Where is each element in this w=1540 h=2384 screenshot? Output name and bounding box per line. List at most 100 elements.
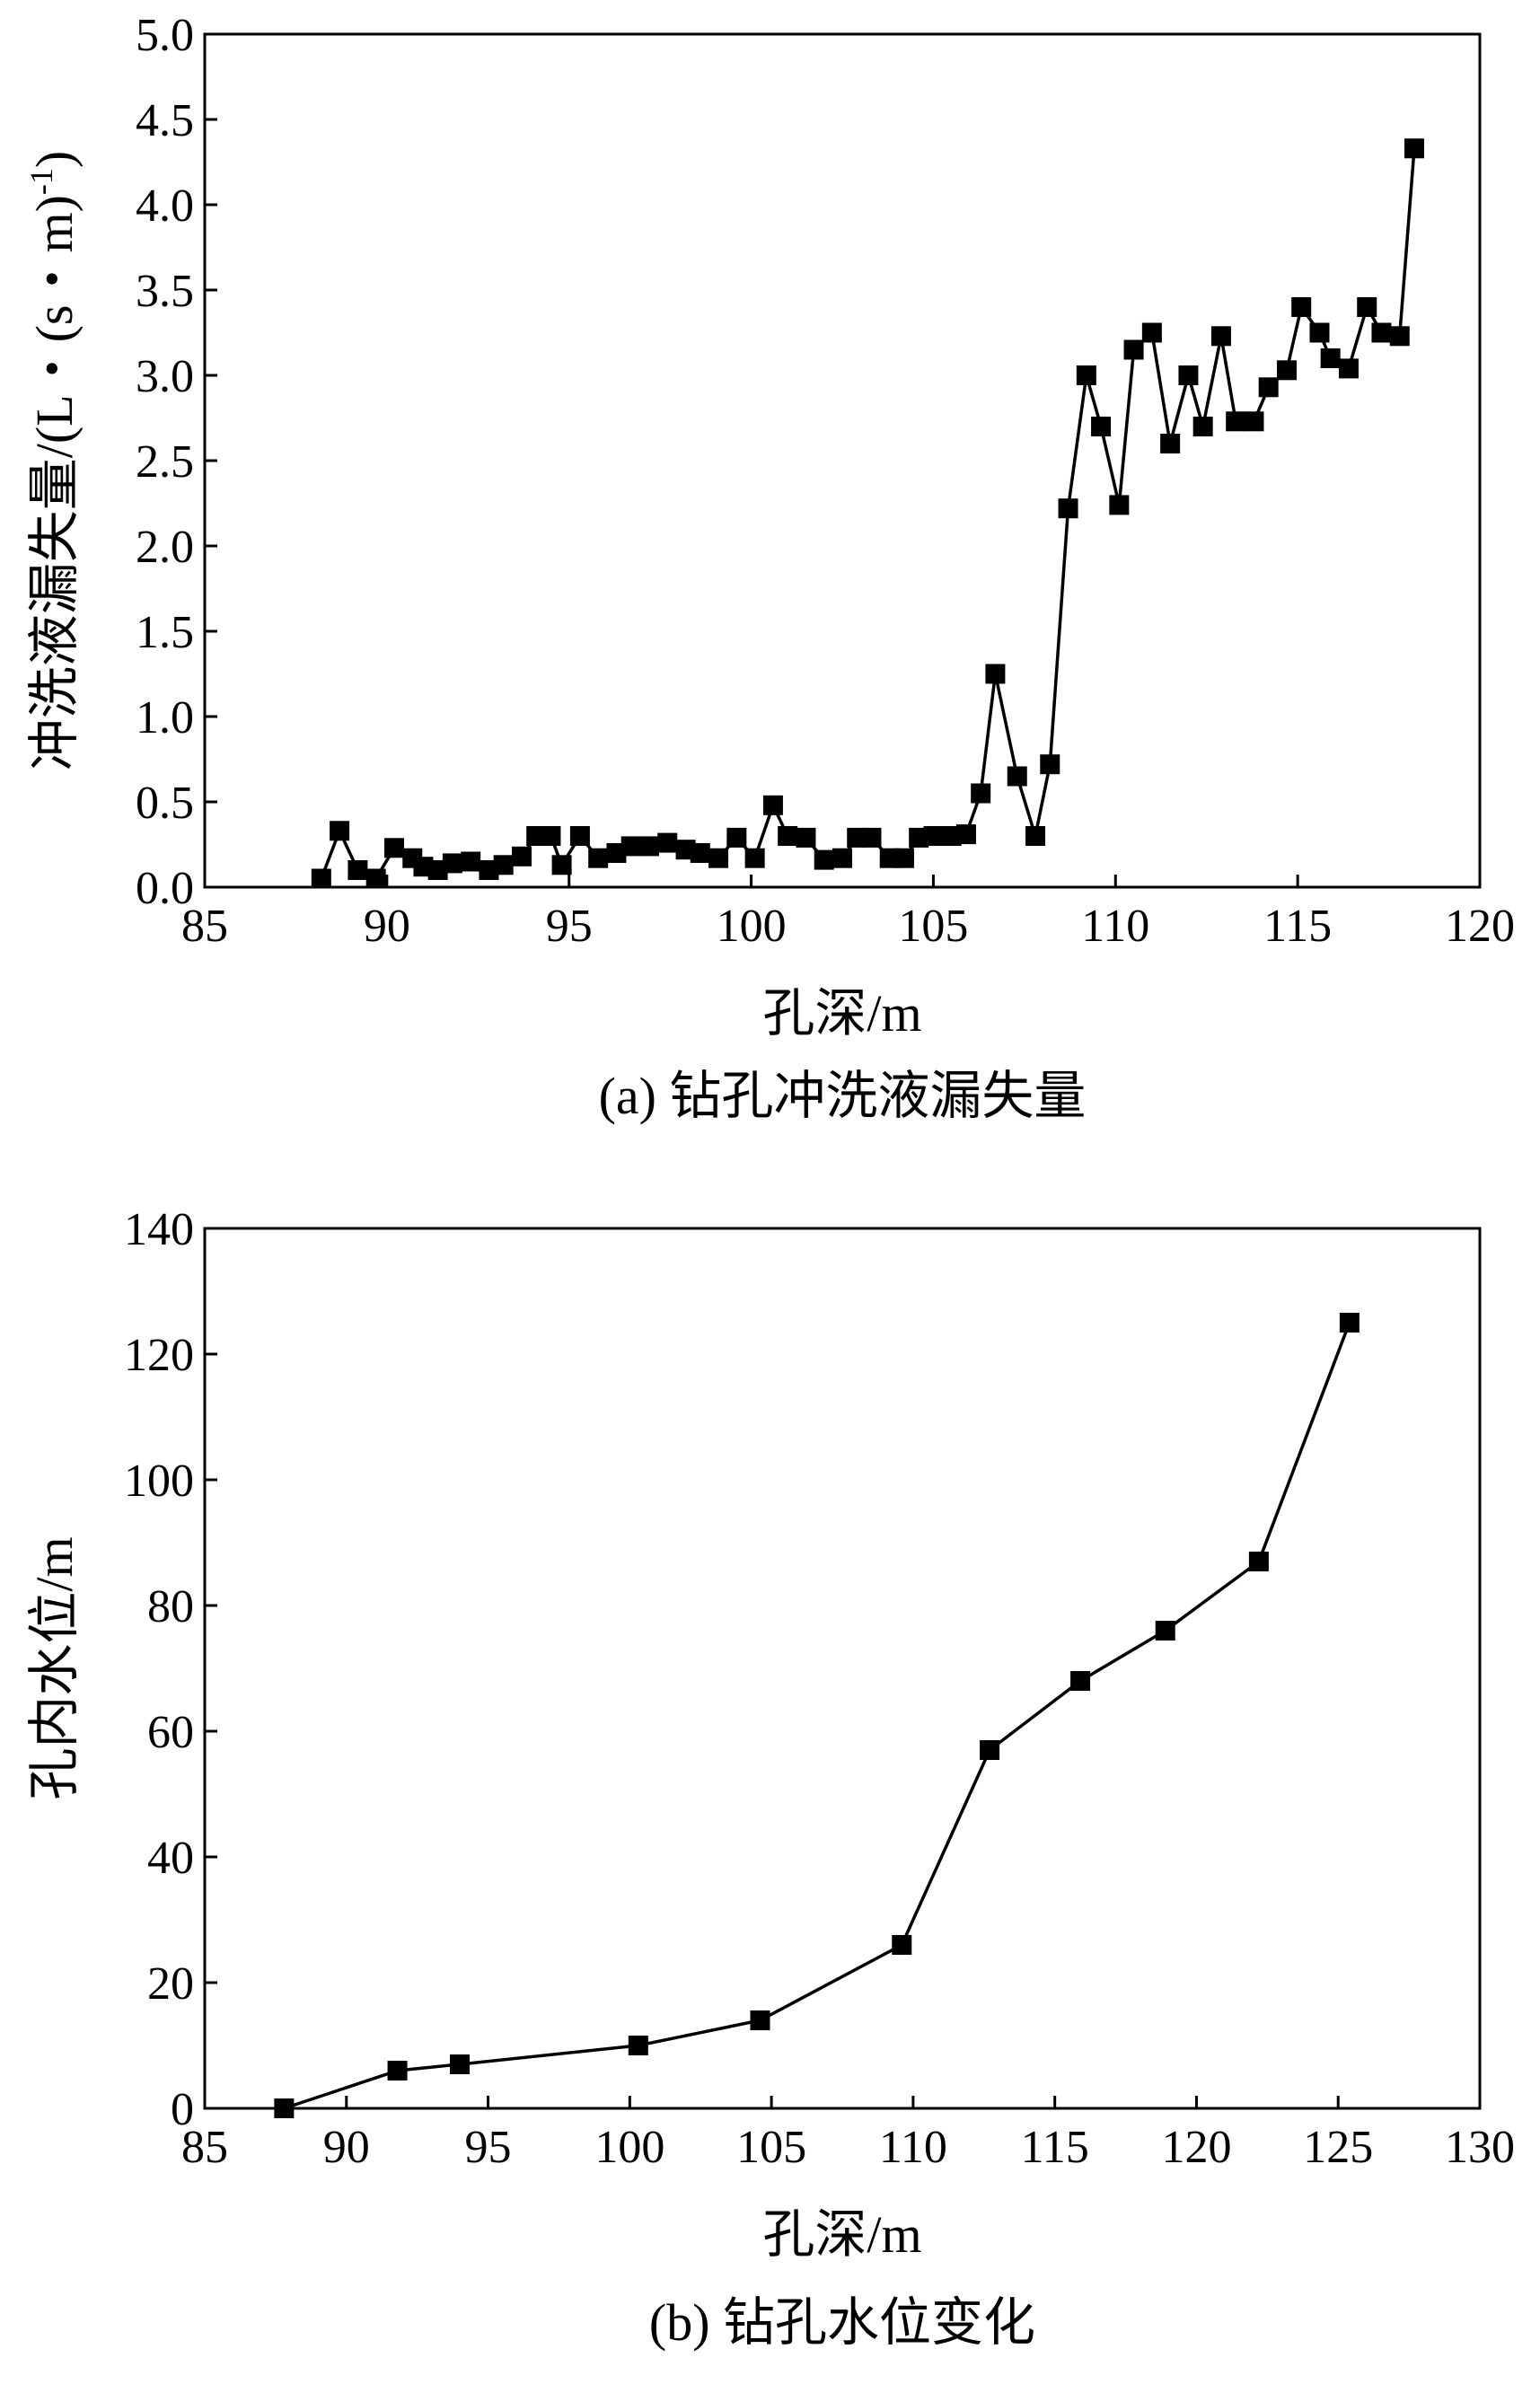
data-point <box>1141 322 1162 343</box>
data-point <box>620 836 641 857</box>
data-point <box>311 868 331 889</box>
chart-a-y-axis-title-superscript: -1 <box>23 168 59 195</box>
y-tick-label: 1.0 <box>136 692 194 743</box>
data-point <box>1155 1621 1175 1641</box>
data-point <box>569 826 590 846</box>
data-point <box>493 855 514 875</box>
data-point <box>1276 360 1297 381</box>
y-tick-label: 80 <box>147 1581 194 1632</box>
x-tick-label: 115 <box>1021 2122 1089 2173</box>
x-tick-label: 100 <box>717 901 787 952</box>
data-point <box>744 848 765 868</box>
data-point <box>1025 826 1046 846</box>
data-point <box>708 848 729 868</box>
data-point <box>923 826 944 846</box>
data-point <box>383 838 404 858</box>
data-point <box>511 846 532 867</box>
data-point <box>1040 754 1060 775</box>
data-point <box>1258 377 1279 398</box>
data-point <box>1339 1313 1360 1333</box>
chart-a-x-axis-title: 孔深/m <box>762 984 921 1042</box>
y-tick-label: 4.5 <box>136 95 194 146</box>
y-tick-label: 1.5 <box>136 607 194 658</box>
x-tick-label: 85 <box>181 901 228 952</box>
chart-a-y-axis-title-close: ) <box>25 151 84 168</box>
x-tick-label: 130 <box>1445 2122 1515 2173</box>
data-point <box>1248 1552 1269 1571</box>
y-tick-label: 0.5 <box>136 778 194 829</box>
chart-b-y-axis: 0 20 40 60 80 100 120 140 <box>124 1204 217 2135</box>
data-point <box>588 848 609 868</box>
chart-a-y-axis-title: 冲洗液漏失量/(L・(s・m)-1) <box>23 151 84 771</box>
data-point <box>750 2010 770 2030</box>
data-point <box>1320 348 1341 368</box>
y-tick-label: 3.0 <box>136 351 194 402</box>
chart-a-x-axis: 85 90 95 100 105 110 115 120 <box>181 875 1515 952</box>
data-point <box>1160 434 1181 453</box>
chart-b-series-line <box>283 1322 1351 2110</box>
data-point <box>690 843 710 863</box>
x-tick-label: 100 <box>594 2122 664 2173</box>
x-tick-label: 110 <box>1081 901 1149 952</box>
x-tick-label: 90 <box>323 2122 370 2173</box>
data-point <box>1192 417 1213 436</box>
x-tick-label: 120 <box>1161 2122 1231 2173</box>
data-point <box>1178 365 1199 385</box>
data-point <box>726 827 747 848</box>
y-tick-label: 140 <box>124 1204 194 1255</box>
data-point <box>778 826 798 846</box>
data-point <box>1291 297 1312 317</box>
data-point <box>657 832 678 853</box>
y-tick-label: 40 <box>147 1833 194 1884</box>
y-tick-label: 120 <box>124 1330 194 1381</box>
data-point <box>1389 326 1410 347</box>
y-tick-label: 2.5 <box>136 436 194 488</box>
data-point <box>796 827 816 848</box>
chart-b-caption: (b) 钻孔水位变化 <box>649 2293 1035 2352</box>
chart-a: 85 90 95 100 105 110 115 120 0.0 0.5 1.0 1.5 2.0 2.5… <box>23 10 1515 1125</box>
y-tick-label: 2.0 <box>136 522 194 573</box>
data-point <box>1210 326 1231 347</box>
data-point <box>971 783 991 804</box>
chart-b-x-axis: 85 90 95 100 105 110 115 120 125 130 <box>181 2096 1515 2173</box>
x-tick-label: 85 <box>181 2122 228 2173</box>
data-point <box>387 2061 408 2081</box>
chart-a-caption: (a) 钻孔冲洗液漏失量 <box>599 1067 1087 1125</box>
data-point <box>1109 495 1130 515</box>
data-point <box>628 2036 648 2055</box>
data-point <box>1070 1671 1091 1691</box>
y-tick-label: 0.0 <box>136 863 194 914</box>
chart-a-plot-frame <box>203 32 1482 889</box>
data-point <box>461 851 481 872</box>
chart-a-series-line <box>320 148 1416 881</box>
data-point <box>861 827 882 848</box>
data-point <box>1371 322 1392 343</box>
x-tick-label: 115 <box>1263 901 1332 952</box>
chart-b-x-axis-title: 孔深/m <box>762 2205 921 2264</box>
data-point <box>892 1935 912 1955</box>
y-tick-label: 5.0 <box>136 10 194 61</box>
data-point <box>1007 766 1027 787</box>
x-tick-label: 95 <box>465 2122 512 2173</box>
data-point <box>1338 358 1359 379</box>
data-point <box>638 836 659 857</box>
x-tick-label: 105 <box>736 2122 806 2173</box>
data-point <box>365 868 386 889</box>
data-point <box>980 1740 1000 1760</box>
data-point <box>1404 138 1424 159</box>
data-point <box>832 848 852 868</box>
data-point <box>541 826 561 846</box>
y-tick-label: 3.5 <box>136 266 194 317</box>
data-point <box>1076 365 1096 385</box>
x-tick-label: 95 <box>546 901 593 952</box>
y-tick-label: 0 <box>171 2084 194 2135</box>
chart-b-markers <box>274 1313 1360 2118</box>
y-tick-label: 4.0 <box>136 180 194 232</box>
data-point <box>985 664 1006 684</box>
data-point <box>814 849 834 870</box>
data-point <box>1226 411 1246 432</box>
chart-a-markers <box>311 138 1424 889</box>
data-point <box>551 855 572 875</box>
data-point <box>762 795 783 815</box>
